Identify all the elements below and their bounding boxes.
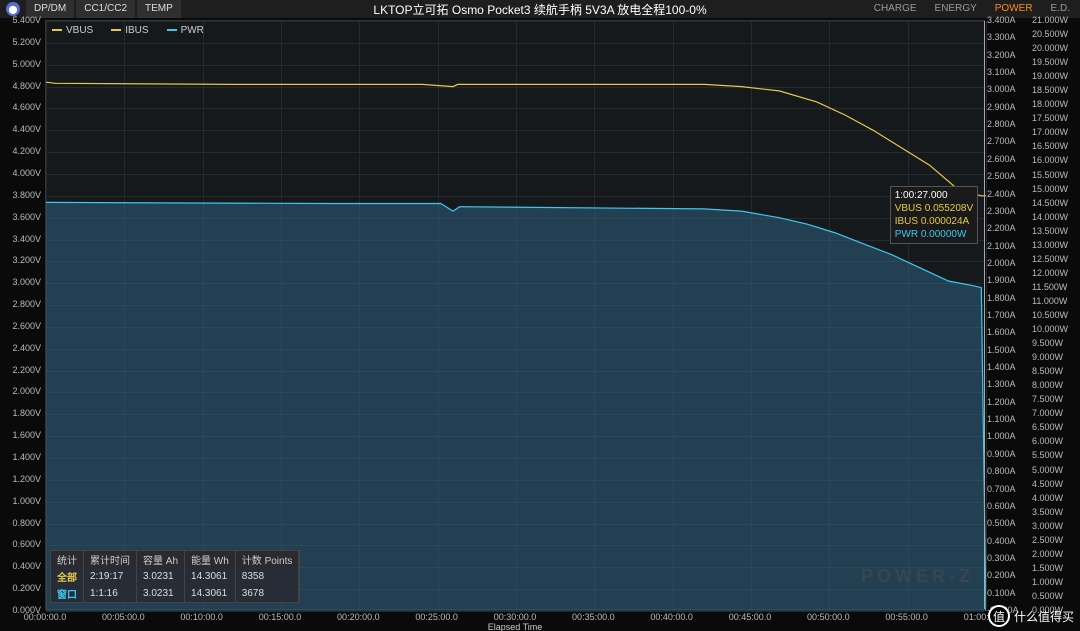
y-axis-current: 3.400A3.300A3.200A3.100A3.000A2.900A2.80… [985, 20, 1030, 610]
legend-vbus: VBUS [52, 25, 93, 36]
watermark-brand: 值 什么值得买 [988, 605, 1074, 627]
brand-icon: 值 [988, 605, 1010, 627]
top-toolbar: ⬤ DP/DM CC1/CC2 TEMP LKTOP立可拓 Osmo Pocke… [0, 0, 1080, 18]
chart-legend: VBUS IBUS PWR [52, 25, 204, 36]
tooltip-time: 1:00:27.000 [895, 189, 973, 202]
app-logo-icon: ⬤ [6, 2, 20, 16]
tab-charge[interactable]: CHARGE [866, 0, 925, 18]
tab-cc1cc2[interactable]: CC1/CC2 [76, 0, 135, 18]
y-axis-power: 21.000W20.500W20.000W19.500W19.000W18.50… [1030, 20, 1080, 610]
tab-energy[interactable]: ENERGY [927, 0, 985, 18]
legend-ibus: IBUS [111, 25, 148, 36]
chart-series [46, 21, 986, 611]
x-axis-label: Elapsed Time [45, 622, 985, 631]
stats-table: 统计累计时间容量 Ah能量 Wh计数 Points全部2:19:173.0231… [50, 550, 300, 603]
watermark: POWER-Z [861, 566, 974, 587]
tab-temp[interactable]: TEMP [137, 0, 181, 18]
cursor-tooltip: 1:00:27.000 VBUS 0.055208V IBUS 0.000024… [890, 186, 978, 244]
tooltip-vbus: VBUS 0.055208V [895, 202, 973, 215]
brand-text: 什么值得买 [1014, 608, 1074, 625]
y-axis-voltage: 5.400V5.200V5.000V4.800V4.600V4.400V4.20… [0, 20, 45, 610]
tooltip-pwr: PWR 0.00000W [895, 228, 973, 241]
chart-plot-area[interactable]: VBUS IBUS PWR 1:00:27.000 VBUS 0.055208V… [45, 20, 985, 610]
tooltip-ibus: IBUS 0.000024A [895, 215, 973, 228]
time-cursor[interactable] [984, 21, 985, 609]
legend-pwr: PWR [167, 25, 204, 36]
